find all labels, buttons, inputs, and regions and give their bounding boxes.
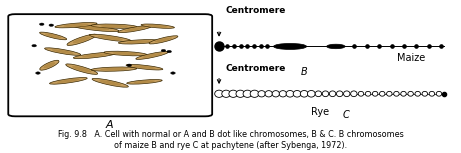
Ellipse shape bbox=[365, 91, 371, 96]
Text: Centromere: Centromere bbox=[226, 65, 286, 73]
Ellipse shape bbox=[171, 72, 175, 74]
Ellipse shape bbox=[55, 22, 97, 28]
Ellipse shape bbox=[82, 53, 108, 58]
Ellipse shape bbox=[133, 65, 155, 69]
Ellipse shape bbox=[436, 91, 442, 96]
Ellipse shape bbox=[148, 25, 168, 28]
Ellipse shape bbox=[161, 49, 166, 52]
Text: Centromere: Centromere bbox=[226, 6, 286, 15]
Ellipse shape bbox=[215, 90, 224, 97]
Text: Rye: Rye bbox=[311, 107, 329, 117]
Ellipse shape bbox=[73, 52, 117, 59]
Ellipse shape bbox=[32, 45, 36, 47]
Ellipse shape bbox=[286, 90, 294, 97]
Ellipse shape bbox=[118, 26, 152, 33]
FancyBboxPatch shape bbox=[8, 14, 212, 116]
Ellipse shape bbox=[272, 91, 279, 97]
Ellipse shape bbox=[63, 23, 89, 27]
Ellipse shape bbox=[372, 91, 378, 96]
Ellipse shape bbox=[149, 36, 178, 44]
Ellipse shape bbox=[40, 32, 67, 40]
Ellipse shape bbox=[73, 36, 91, 43]
Ellipse shape bbox=[72, 66, 91, 72]
Ellipse shape bbox=[422, 91, 427, 96]
Ellipse shape bbox=[49, 78, 87, 84]
Ellipse shape bbox=[81, 26, 109, 30]
Ellipse shape bbox=[167, 50, 171, 53]
Ellipse shape bbox=[99, 80, 121, 86]
Ellipse shape bbox=[126, 40, 151, 43]
Ellipse shape bbox=[315, 91, 322, 97]
Ellipse shape bbox=[127, 80, 162, 84]
Ellipse shape bbox=[35, 72, 40, 74]
Ellipse shape bbox=[293, 90, 301, 97]
Ellipse shape bbox=[124, 27, 145, 31]
Ellipse shape bbox=[67, 34, 96, 45]
Ellipse shape bbox=[429, 91, 435, 96]
Text: C: C bbox=[343, 110, 349, 120]
Ellipse shape bbox=[43, 62, 55, 68]
Ellipse shape bbox=[279, 91, 287, 97]
Ellipse shape bbox=[401, 91, 406, 96]
Ellipse shape bbox=[243, 90, 252, 97]
Ellipse shape bbox=[307, 90, 315, 97]
Ellipse shape bbox=[45, 34, 61, 38]
Ellipse shape bbox=[250, 90, 259, 97]
Ellipse shape bbox=[415, 91, 420, 96]
Ellipse shape bbox=[322, 91, 329, 97]
Ellipse shape bbox=[100, 68, 128, 71]
Text: of maize B and rye C at pachytene (after Sybenga, 1972).: of maize B and rye C at pachytene (after… bbox=[114, 141, 347, 150]
Ellipse shape bbox=[71, 25, 119, 32]
Ellipse shape bbox=[300, 90, 308, 97]
Ellipse shape bbox=[141, 24, 174, 28]
Ellipse shape bbox=[104, 51, 147, 56]
Ellipse shape bbox=[40, 23, 44, 25]
Ellipse shape bbox=[100, 25, 128, 28]
Ellipse shape bbox=[265, 91, 272, 97]
Ellipse shape bbox=[343, 91, 350, 97]
Ellipse shape bbox=[358, 91, 364, 96]
Ellipse shape bbox=[236, 90, 245, 97]
Ellipse shape bbox=[258, 91, 265, 97]
Ellipse shape bbox=[134, 80, 155, 83]
Ellipse shape bbox=[142, 53, 162, 58]
Ellipse shape bbox=[112, 52, 138, 55]
Ellipse shape bbox=[337, 91, 343, 97]
Ellipse shape bbox=[57, 79, 80, 83]
Ellipse shape bbox=[118, 40, 159, 44]
Ellipse shape bbox=[394, 91, 399, 96]
Ellipse shape bbox=[351, 91, 357, 97]
Ellipse shape bbox=[45, 48, 81, 55]
Ellipse shape bbox=[49, 24, 53, 26]
Text: Fig. 9.8   A. Cell with normal or A and B dot like chromosomes, B & C. B chromos: Fig. 9.8 A. Cell with normal or A and B … bbox=[58, 130, 403, 139]
Ellipse shape bbox=[387, 91, 392, 96]
Ellipse shape bbox=[273, 43, 307, 49]
Text: A: A bbox=[105, 120, 113, 130]
Ellipse shape bbox=[155, 37, 172, 42]
Ellipse shape bbox=[329, 91, 336, 97]
Ellipse shape bbox=[91, 67, 137, 71]
Ellipse shape bbox=[52, 49, 74, 54]
Ellipse shape bbox=[92, 78, 128, 87]
Ellipse shape bbox=[127, 64, 131, 66]
Ellipse shape bbox=[379, 91, 385, 96]
Ellipse shape bbox=[222, 90, 230, 97]
Ellipse shape bbox=[89, 34, 131, 42]
Ellipse shape bbox=[91, 24, 137, 28]
Ellipse shape bbox=[98, 36, 123, 40]
Text: B: B bbox=[301, 67, 307, 77]
Text: Maize: Maize bbox=[397, 53, 426, 63]
Ellipse shape bbox=[126, 64, 163, 70]
Ellipse shape bbox=[40, 60, 59, 70]
Ellipse shape bbox=[66, 64, 98, 74]
Ellipse shape bbox=[136, 52, 168, 59]
Ellipse shape bbox=[408, 91, 414, 96]
Ellipse shape bbox=[229, 90, 237, 97]
Ellipse shape bbox=[327, 44, 345, 49]
